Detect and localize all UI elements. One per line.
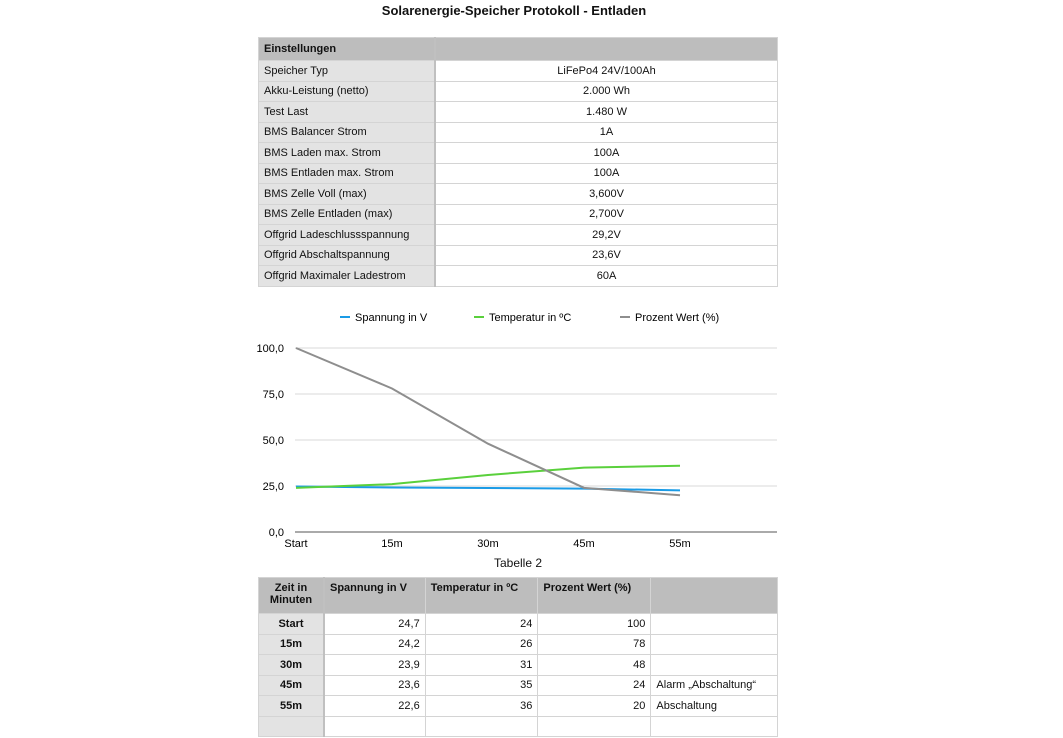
legend-label: Spannung in V <box>355 312 428 324</box>
table-cell: 23,9 <box>323 654 426 676</box>
column-header: Spannung in V <box>323 577 426 614</box>
table-row: 30m 23,9 31 48 <box>258 654 778 676</box>
setting-label: Speicher Typ <box>258 60 436 82</box>
table-cell: Abschaltung <box>650 695 778 717</box>
setting-value: 60A <box>434 265 778 287</box>
x-tick-label: 30m <box>477 538 498 550</box>
settings-table: Einstellungen Speicher Typ LiFePo4 24V/10… <box>258 37 778 287</box>
table-cell <box>323 715 426 737</box>
table-cell: 20 <box>537 695 652 717</box>
setting-value: 3,600V <box>434 183 778 205</box>
column-header: Zeit in Minuten <box>258 577 325 614</box>
setting-value: 100A <box>434 162 778 184</box>
settings-row: BMS Entladen max. Strom 100A <box>258 162 778 184</box>
settings-row: Akku-Leistung (netto) 2.000 Wh <box>258 80 778 102</box>
table-cell: 24,2 <box>323 633 426 655</box>
table-row: 45m 23,6 35 24 Alarm „Abschaltung“ <box>258 674 778 696</box>
table-cell: 31 <box>424 654 539 676</box>
setting-label: BMS Balancer Strom <box>258 121 436 143</box>
table-cell: 30m <box>258 654 325 676</box>
table-cell: 55m <box>258 695 325 717</box>
series-line <box>295 485 681 492</box>
line-chart: 0,0 25,0 50,0 75,0 100,0 Start 15m 30m 45m 55m Spa… <box>256 312 777 550</box>
table-cell: Alarm „Abschaltung“ <box>650 674 778 696</box>
setting-label: BMS Zelle Voll (max) <box>258 183 436 205</box>
setting-label: Offgrid Abschaltspannung <box>258 244 436 266</box>
setting-value: 23,6V <box>434 244 778 266</box>
table-row: 15m 24,2 26 78 <box>258 633 778 655</box>
table-row: 55m 22,6 36 20 Abschaltung <box>258 695 778 717</box>
data-table: Zeit in Minuten Spannung in V Temperatur i… <box>258 577 778 737</box>
table-cell <box>650 633 778 655</box>
chart-title: Tabelle 2 <box>493 556 543 570</box>
setting-value: 2.000 Wh <box>434 80 778 102</box>
setting-label: Offgrid Maximaler Ladestrom <box>258 265 436 287</box>
table-cell: 15m <box>258 633 325 655</box>
settings-row: Offgrid Abschaltspannung 23,6V <box>258 244 778 266</box>
table-cell: 48 <box>537 654 652 676</box>
settings-row: Speicher Typ LiFePo4 24V/100Ah <box>258 60 778 82</box>
table-cell <box>650 613 778 635</box>
y-tick-label: 75,0 <box>263 389 284 401</box>
x-tick-label: 15m <box>381 538 402 550</box>
settings-row: BMS Zelle Voll (max) 3,600V <box>258 183 778 205</box>
settings-row: Offgrid Ladeschlussspannung 29,2V <box>258 224 778 246</box>
setting-value: 29,2V <box>434 224 778 246</box>
table-cell: 23,6 <box>323 674 426 696</box>
table-cell: 24 <box>537 674 652 696</box>
table-cell <box>424 715 539 737</box>
settings-row: BMS Balancer Strom 1A <box>258 121 778 143</box>
column-header <box>650 577 778 614</box>
table-cell: 78 <box>537 633 652 655</box>
column-header: Temperatur in ºC <box>424 577 539 614</box>
y-tick-label: 100,0 <box>256 343 284 355</box>
y-tick-label: 50,0 <box>263 435 284 447</box>
table-cell <box>537 715 652 737</box>
settings-row: Test Last 1.480 W <box>258 101 778 123</box>
table-row: Start 24,7 24 100 <box>258 613 778 635</box>
table-cell: 36 <box>424 695 539 717</box>
settings-row: BMS Zelle Entladen (max) 2,700V <box>258 203 778 225</box>
series-line <box>295 464 681 489</box>
y-tick-label: 25,0 <box>263 481 284 493</box>
table-cell: 35 <box>424 674 539 696</box>
series-line <box>295 347 681 497</box>
setting-value: 2,700V <box>434 203 778 225</box>
legend-label: Temperatur in ºC <box>489 312 571 324</box>
setting-label: BMS Laden max. Strom <box>258 142 436 164</box>
table-cell <box>258 715 325 737</box>
table-cell: Start <box>258 613 325 635</box>
settings-row: BMS Laden max. Strom 100A <box>258 142 778 164</box>
x-tick-label: 55m <box>669 538 690 550</box>
setting-label: BMS Entladen max. Strom <box>258 162 436 184</box>
table-cell <box>650 654 778 676</box>
setting-label: BMS Zelle Entladen (max) <box>258 203 436 225</box>
y-tick-label: 0,0 <box>269 527 284 539</box>
table-cell: 24 <box>424 613 539 635</box>
setting-value: 1A <box>434 121 778 143</box>
setting-value: 100A <box>434 142 778 164</box>
column-header: Prozent Wert (%) <box>537 577 652 614</box>
setting-value: LiFePo4 24V/100Ah <box>434 60 778 82</box>
page-title: Solarenergie-Speicher Protokoll - Entlad… <box>381 3 647 18</box>
table-cell: 100 <box>537 613 652 635</box>
table-cell: 45m <box>258 674 325 696</box>
table-header: Zeit in Minuten Spannung in V Temperatur i… <box>258 577 778 614</box>
setting-label: Offgrid Ladeschlussspannung <box>258 224 436 246</box>
table-cell: 24,7 <box>323 613 426 635</box>
setting-value: 1.480 W <box>434 101 778 123</box>
settings-header: Einstellungen <box>258 37 436 61</box>
table-cell <box>650 715 778 737</box>
x-tick-label: Start <box>284 538 307 550</box>
table-row <box>258 715 778 737</box>
settings-row: Offgrid Maximaler Ladestrom 60A <box>258 265 778 287</box>
x-tick-label: 45m <box>573 538 594 550</box>
table-cell: 26 <box>424 633 539 655</box>
setting-label: Akku-Leistung (netto) <box>258 80 436 102</box>
setting-label: Test Last <box>258 101 436 123</box>
table-cell: 22,6 <box>323 695 426 717</box>
legend-label: Prozent Wert (%) <box>635 312 719 324</box>
